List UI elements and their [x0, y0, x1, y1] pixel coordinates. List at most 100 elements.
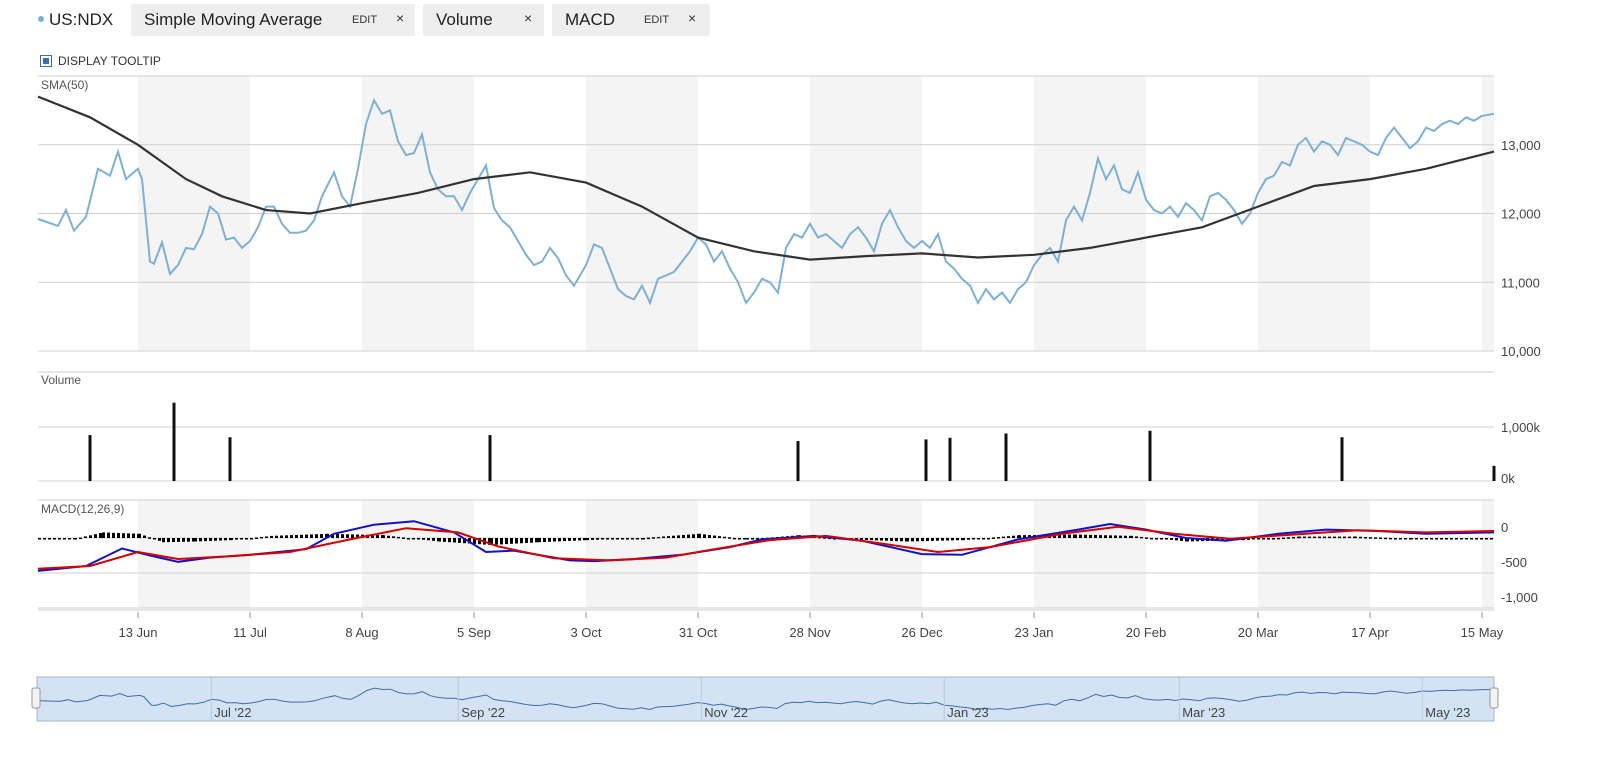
macd-histogram-bar — [458, 538, 461, 543]
macd-histogram-bar — [972, 538, 975, 540]
macd-y-tick: 0 — [1501, 520, 1508, 535]
macd-histogram-bar — [1109, 535, 1112, 538]
macd-histogram-bar — [667, 536, 670, 538]
volume-bar — [88, 435, 92, 481]
macd-y-axis: 0 -500 -1,000 — [1501, 520, 1538, 605]
macd-histogram-bar — [860, 538, 863, 540]
checkbox-icon[interactable] — [40, 54, 52, 67]
indicator-label: Simple Moving Average — [144, 10, 323, 29]
indicator-label: Volume — [436, 10, 493, 29]
macd-histogram-bar — [376, 535, 379, 538]
macd-histogram-bar — [167, 538, 170, 543]
macd-histogram-bar — [703, 534, 706, 538]
macd-histogram-bar — [1455, 538, 1458, 540]
navigator-tick-label: Nov '22 — [704, 705, 748, 720]
volume-panel-title: Volume — [41, 373, 81, 387]
macd-histogram-bar — [1374, 537, 1377, 539]
macd-histogram-bar — [1425, 538, 1428, 540]
macd-histogram-bar — [285, 535, 288, 538]
macd-histogram-bar — [1399, 538, 1402, 540]
macd-panel-title: MACD(12,26,9) — [41, 502, 124, 516]
macd-histogram-bar — [1430, 538, 1433, 540]
macd-histogram-bar — [117, 532, 120, 538]
macd-histogram-bar — [1282, 537, 1285, 540]
macd-histogram-bar — [199, 538, 202, 542]
x-tick-label: 23 Jan — [1014, 625, 1053, 640]
macd-histogram-bar — [58, 538, 61, 540]
indicator-pill-macd: MACD EDIT × — [552, 4, 710, 36]
macd-histogram-bar — [1272, 538, 1275, 540]
macd-histogram-bar — [250, 538, 253, 540]
macd-histogram-bar — [1074, 534, 1077, 538]
macd-histogram-bar — [530, 538, 533, 543]
macd-histogram-bar — [43, 538, 46, 540]
navigator-window[interactable] — [36, 676, 1495, 722]
macd-histogram-bar — [1480, 538, 1483, 540]
macd-histogram-bar — [351, 534, 354, 538]
volume-bar — [1492, 465, 1496, 481]
x-tick-label: 28 Nov — [789, 625, 831, 640]
macd-histogram-bar — [84, 536, 87, 538]
macd-histogram-bar — [172, 538, 175, 542]
macd-histogram-bar — [122, 533, 125, 538]
x-tick-label: 17 Apr — [1351, 625, 1389, 640]
macd-histogram-bar — [1079, 534, 1082, 538]
macd-histogram-bar — [578, 538, 581, 541]
edit-button[interactable]: EDIT — [352, 14, 378, 26]
macd-histogram-bar — [265, 536, 268, 538]
macd-histogram-bar — [1308, 536, 1311, 539]
macd-histogram-bar — [631, 538, 634, 540]
macd-histogram-bar — [138, 533, 141, 538]
macd-histogram-bar — [500, 538, 503, 545]
price-y-axis: 10,000 11,000 12,000 13,000 — [1501, 138, 1541, 359]
macd-histogram-bar — [997, 537, 1000, 539]
volume-bar — [172, 402, 176, 481]
macd-histogram-bar — [495, 538, 498, 545]
macd-histogram-bar — [473, 538, 476, 544]
x-axis: 13 Jun 11 Jul 8 Aug 5 Sep 3 Oct 31 Oct 28 Nov 2… — [118, 612, 1504, 640]
macd-histogram-bar — [1262, 538, 1265, 540]
x-tick-label: 20 Mar — [1238, 625, 1279, 640]
navigator-left-handle[interactable] — [31, 687, 41, 709]
macd-histogram-bar — [1165, 538, 1168, 540]
macd-histogram-bar — [230, 538, 233, 541]
macd-histogram-bar — [488, 538, 491, 545]
symbol-label: US:NDX — [38, 10, 113, 30]
edit-button[interactable]: EDIT — [644, 14, 670, 26]
macd-histogram-bar — [148, 537, 151, 539]
price-series-line — [37, 97, 1495, 306]
macd-histogram-bar — [158, 538, 161, 541]
macd-histogram-bar — [1114, 535, 1117, 538]
macd-histogram-bar — [543, 538, 546, 542]
macd-histogram-bar — [738, 538, 741, 540]
macd-band — [138, 500, 250, 608]
display-tooltip-toggle[interactable]: DISPLAY TOOLTIP — [40, 54, 161, 68]
macd-histogram-bar — [99, 533, 102, 538]
macd-histogram-bar — [583, 538, 586, 541]
macd-histogram-bar — [708, 534, 711, 538]
x-tick-label: 26 Dec — [901, 625, 943, 640]
macd-histogram-bar — [967, 538, 970, 540]
indicator-pill-volume: Volume × — [423, 4, 544, 36]
close-icon[interactable]: × — [396, 10, 405, 26]
macd-histogram-bar — [885, 538, 888, 541]
macd-histogram-bar — [1160, 538, 1163, 540]
macd-histogram-bar — [1180, 538, 1183, 541]
macd-histogram-bar — [94, 534, 97, 538]
background-bands — [138, 76, 1494, 608]
navigator-right-handle[interactable] — [1489, 687, 1499, 709]
macd-histogram-bar — [490, 538, 493, 545]
macd-histogram-bar — [1450, 538, 1453, 540]
macd-band — [1034, 500, 1146, 608]
macd-histogram-bar — [563, 538, 566, 542]
close-icon[interactable]: × — [688, 10, 697, 26]
macd-histogram-bar — [270, 535, 273, 538]
macd-histogram-bar — [1287, 537, 1290, 539]
macd-histogram-bar — [143, 535, 146, 538]
macd-histogram-bar — [1348, 536, 1351, 539]
close-icon[interactable]: × — [524, 10, 533, 26]
display-tooltip-label: DISPLAY TOOLTIP — [58, 54, 161, 68]
macd-histogram-bar — [505, 538, 508, 545]
volume-bars — [88, 402, 1496, 481]
